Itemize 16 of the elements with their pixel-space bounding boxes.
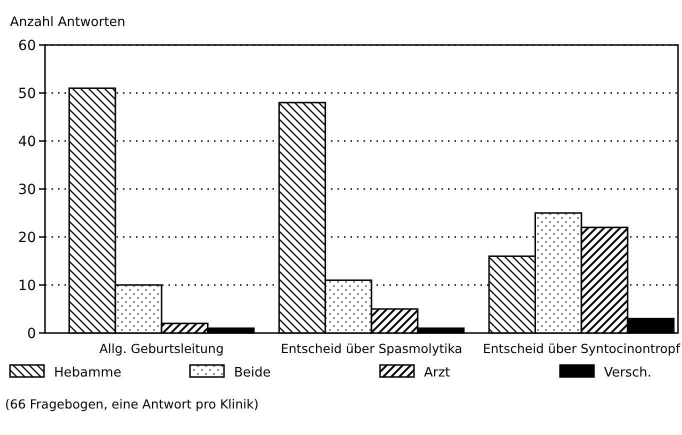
y-tick-label: 40 (18, 134, 36, 150)
y-tick-label: 30 (18, 182, 36, 198)
y-tick-label: 60 (18, 38, 36, 54)
y-tick-label: 50 (18, 86, 36, 102)
y-tick-label: 20 (18, 230, 36, 246)
x-tick-label: Entscheid über Spasmolytika (280, 341, 462, 356)
legend-label: Hebamme (54, 366, 122, 381)
x-tick-label: Allg. Geburtsleitung (99, 341, 224, 356)
legend-label: Beide (234, 366, 271, 381)
y-tick-label: 0 (27, 326, 36, 342)
x-tick-label: Entscheid über Syntocinontropf (482, 341, 681, 356)
y-tick-label: 10 (18, 278, 36, 294)
text: (66 Fragebogen, eine Antwort pro Klinik) (5, 396, 259, 412)
legend-label: Versch. (604, 366, 652, 381)
y-axis-title: Anzahl Antworten (10, 15, 126, 30)
legend-label: Arzt (424, 366, 450, 381)
